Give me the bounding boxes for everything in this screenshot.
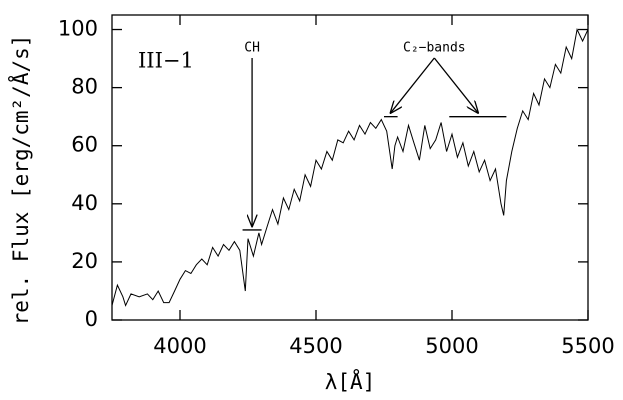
- x-tick-label: 4500: [289, 334, 342, 358]
- y-tick-label: 20: [71, 249, 98, 273]
- y-tick-label: 0: [85, 307, 98, 331]
- y-tick-label: 40: [71, 191, 98, 215]
- annotation-label: C₂−bands: [403, 41, 466, 56]
- y-tick-label: 80: [71, 75, 98, 99]
- x-tick-label: 5000: [425, 334, 478, 358]
- annotation-arrow: [391, 57, 435, 113]
- x-tick-label: 5500: [561, 334, 614, 358]
- y-tick-label: 60: [71, 133, 98, 157]
- annotation-label: CH: [244, 41, 260, 56]
- annotation-arrow: [433, 57, 478, 113]
- y-axis-label: rel. Flux [erg/cm²/Å/s]: [7, 35, 33, 326]
- x-axis-label: λ[Å]: [325, 368, 376, 394]
- y-tick-label: 100: [58, 17, 98, 41]
- panel-label: III−1: [138, 49, 194, 73]
- x-tick-label: 4000: [153, 334, 206, 358]
- plot-frame: [111, 14, 589, 321]
- spectrum-line: [111, 27, 589, 307]
